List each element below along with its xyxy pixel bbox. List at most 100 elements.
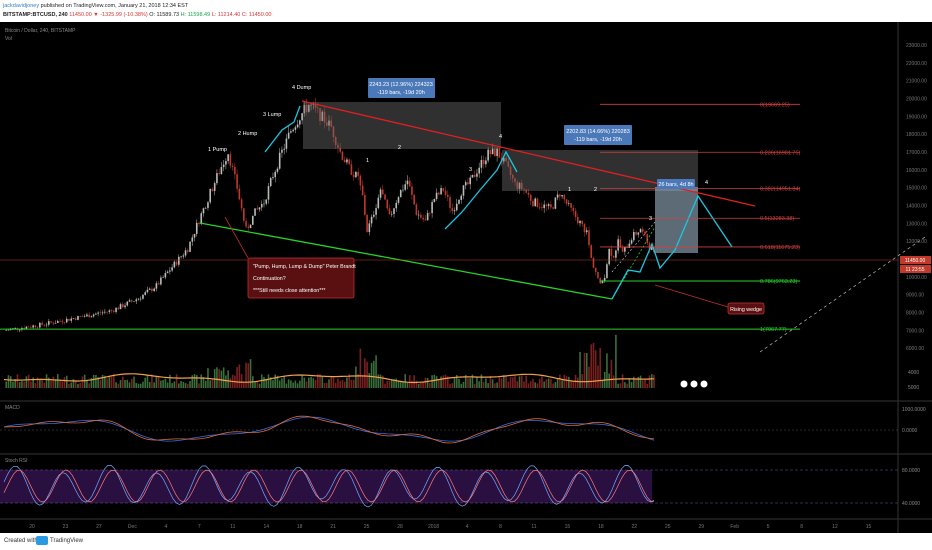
volume-bar <box>119 380 122 388</box>
volume-bar <box>420 382 422 388</box>
time-axis-tick: 8 <box>800 524 803 530</box>
candle-body <box>341 151 344 160</box>
price-change: ▼ -1325.99 (-10.38%) <box>93 12 148 18</box>
candle-body <box>619 239 622 248</box>
price-chart-svg[interactable]: Bitcoin / Dollar, 240, BITSTAMP Vol MACD… <box>0 22 932 533</box>
volume-bar <box>523 381 525 388</box>
volume-bar <box>550 378 552 388</box>
candle-body <box>547 204 550 206</box>
event-marker-1-icon[interactable] <box>680 380 688 388</box>
fib-level-label: 0.786(9763.23) <box>760 279 797 285</box>
volume-bar <box>621 374 624 388</box>
volume-bar <box>485 378 487 388</box>
volume-bar <box>133 376 135 388</box>
candle-body <box>157 283 160 285</box>
pump-projection-path <box>264 105 301 153</box>
candle-body <box>312 104 315 105</box>
candle-body <box>357 171 359 176</box>
candle-body <box>469 177 472 185</box>
candle-body <box>610 248 613 256</box>
candle-body <box>180 256 182 258</box>
event-marker-3-icon[interactable] <box>700 380 708 388</box>
candle-body <box>529 194 532 201</box>
volume-bar <box>200 374 203 388</box>
author-link[interactable]: jackdavidjoney <box>3 3 40 9</box>
candle-body <box>292 129 294 132</box>
volume-bar <box>368 373 371 388</box>
volume-bar <box>12 381 14 388</box>
candle-body <box>204 207 207 209</box>
candle-body <box>426 212 429 221</box>
time-axis-tick: 18 <box>297 524 303 530</box>
candle-body <box>603 277 606 281</box>
candle-body <box>538 207 541 208</box>
candle-body <box>135 299 138 302</box>
price-axis-tick: 7000.00 <box>906 328 924 334</box>
measure-label-2-line-2: -119 bars, -19d 20h <box>574 137 622 143</box>
event-marker-2-icon[interactable] <box>690 380 698 388</box>
candle-body <box>258 207 261 210</box>
candle-body <box>97 312 99 314</box>
candle-body <box>308 104 310 112</box>
candle-body <box>319 108 321 121</box>
volume-bar <box>299 380 301 388</box>
volume-bar <box>446 376 449 388</box>
volume-bar <box>178 383 180 388</box>
volume-bar <box>227 370 229 388</box>
candle-body <box>79 315 82 317</box>
volume-bar <box>216 367 218 388</box>
candle-body <box>68 318 70 321</box>
wave-label-2b: 2 <box>594 187 597 193</box>
candle-body <box>86 314 88 317</box>
volume-bar <box>316 374 319 388</box>
candle-body <box>402 189 404 191</box>
volume-bar <box>648 375 651 388</box>
candle-body <box>413 194 415 205</box>
volume-bar <box>520 375 523 388</box>
candle-body <box>334 137 337 145</box>
volume-bar <box>36 377 39 388</box>
candle-body <box>348 159 350 165</box>
candle-body <box>624 247 626 252</box>
candle-body <box>144 292 147 295</box>
pattern-label-pump: 1 Pump <box>208 147 227 153</box>
volume-bar <box>617 383 619 388</box>
volume-bar <box>527 383 530 388</box>
candle-body <box>83 316 86 317</box>
publish-line: jackdavidjoney published on TradingView.… <box>3 2 188 10</box>
volume-bar <box>63 377 66 388</box>
volume-bar <box>61 381 64 388</box>
volume-bar <box>364 358 366 388</box>
time-axis-tick: 15 <box>565 524 571 530</box>
candle-body <box>207 202 209 208</box>
rising-wedge-box <box>727 302 765 315</box>
time-axis-tick: 27 <box>96 524 102 530</box>
volume-bar <box>626 383 628 388</box>
volume-bar <box>402 382 404 388</box>
volume-bar <box>471 374 474 388</box>
candle-body <box>59 321 61 322</box>
candle-body <box>164 272 167 278</box>
volume-bar <box>204 380 207 388</box>
volume-bar <box>337 378 339 388</box>
tradingview-brand[interactable]: TradingView <box>36 536 83 545</box>
volume-bar <box>599 347 602 388</box>
volume-bar <box>431 375 433 388</box>
volume-bar <box>135 382 138 388</box>
candle-body <box>274 171 277 178</box>
volume-bar <box>334 382 337 388</box>
candle-body <box>350 164 353 175</box>
volume-bar <box>113 374 115 388</box>
candle-body <box>198 222 200 224</box>
volume-bar <box>189 380 191 388</box>
candle-body <box>301 113 303 121</box>
chart-area[interactable]: Bitcoin / Dollar, 240, BITSTAMP Vol MACD… <box>0 22 932 533</box>
volume-bar <box>164 378 167 388</box>
candle-body <box>637 232 640 235</box>
candle-body <box>612 255 615 258</box>
candle-body <box>550 204 552 208</box>
volume-bar <box>321 376 324 388</box>
candle-body <box>117 307 120 310</box>
volume-bar <box>346 377 348 388</box>
candle-body <box>583 224 586 233</box>
